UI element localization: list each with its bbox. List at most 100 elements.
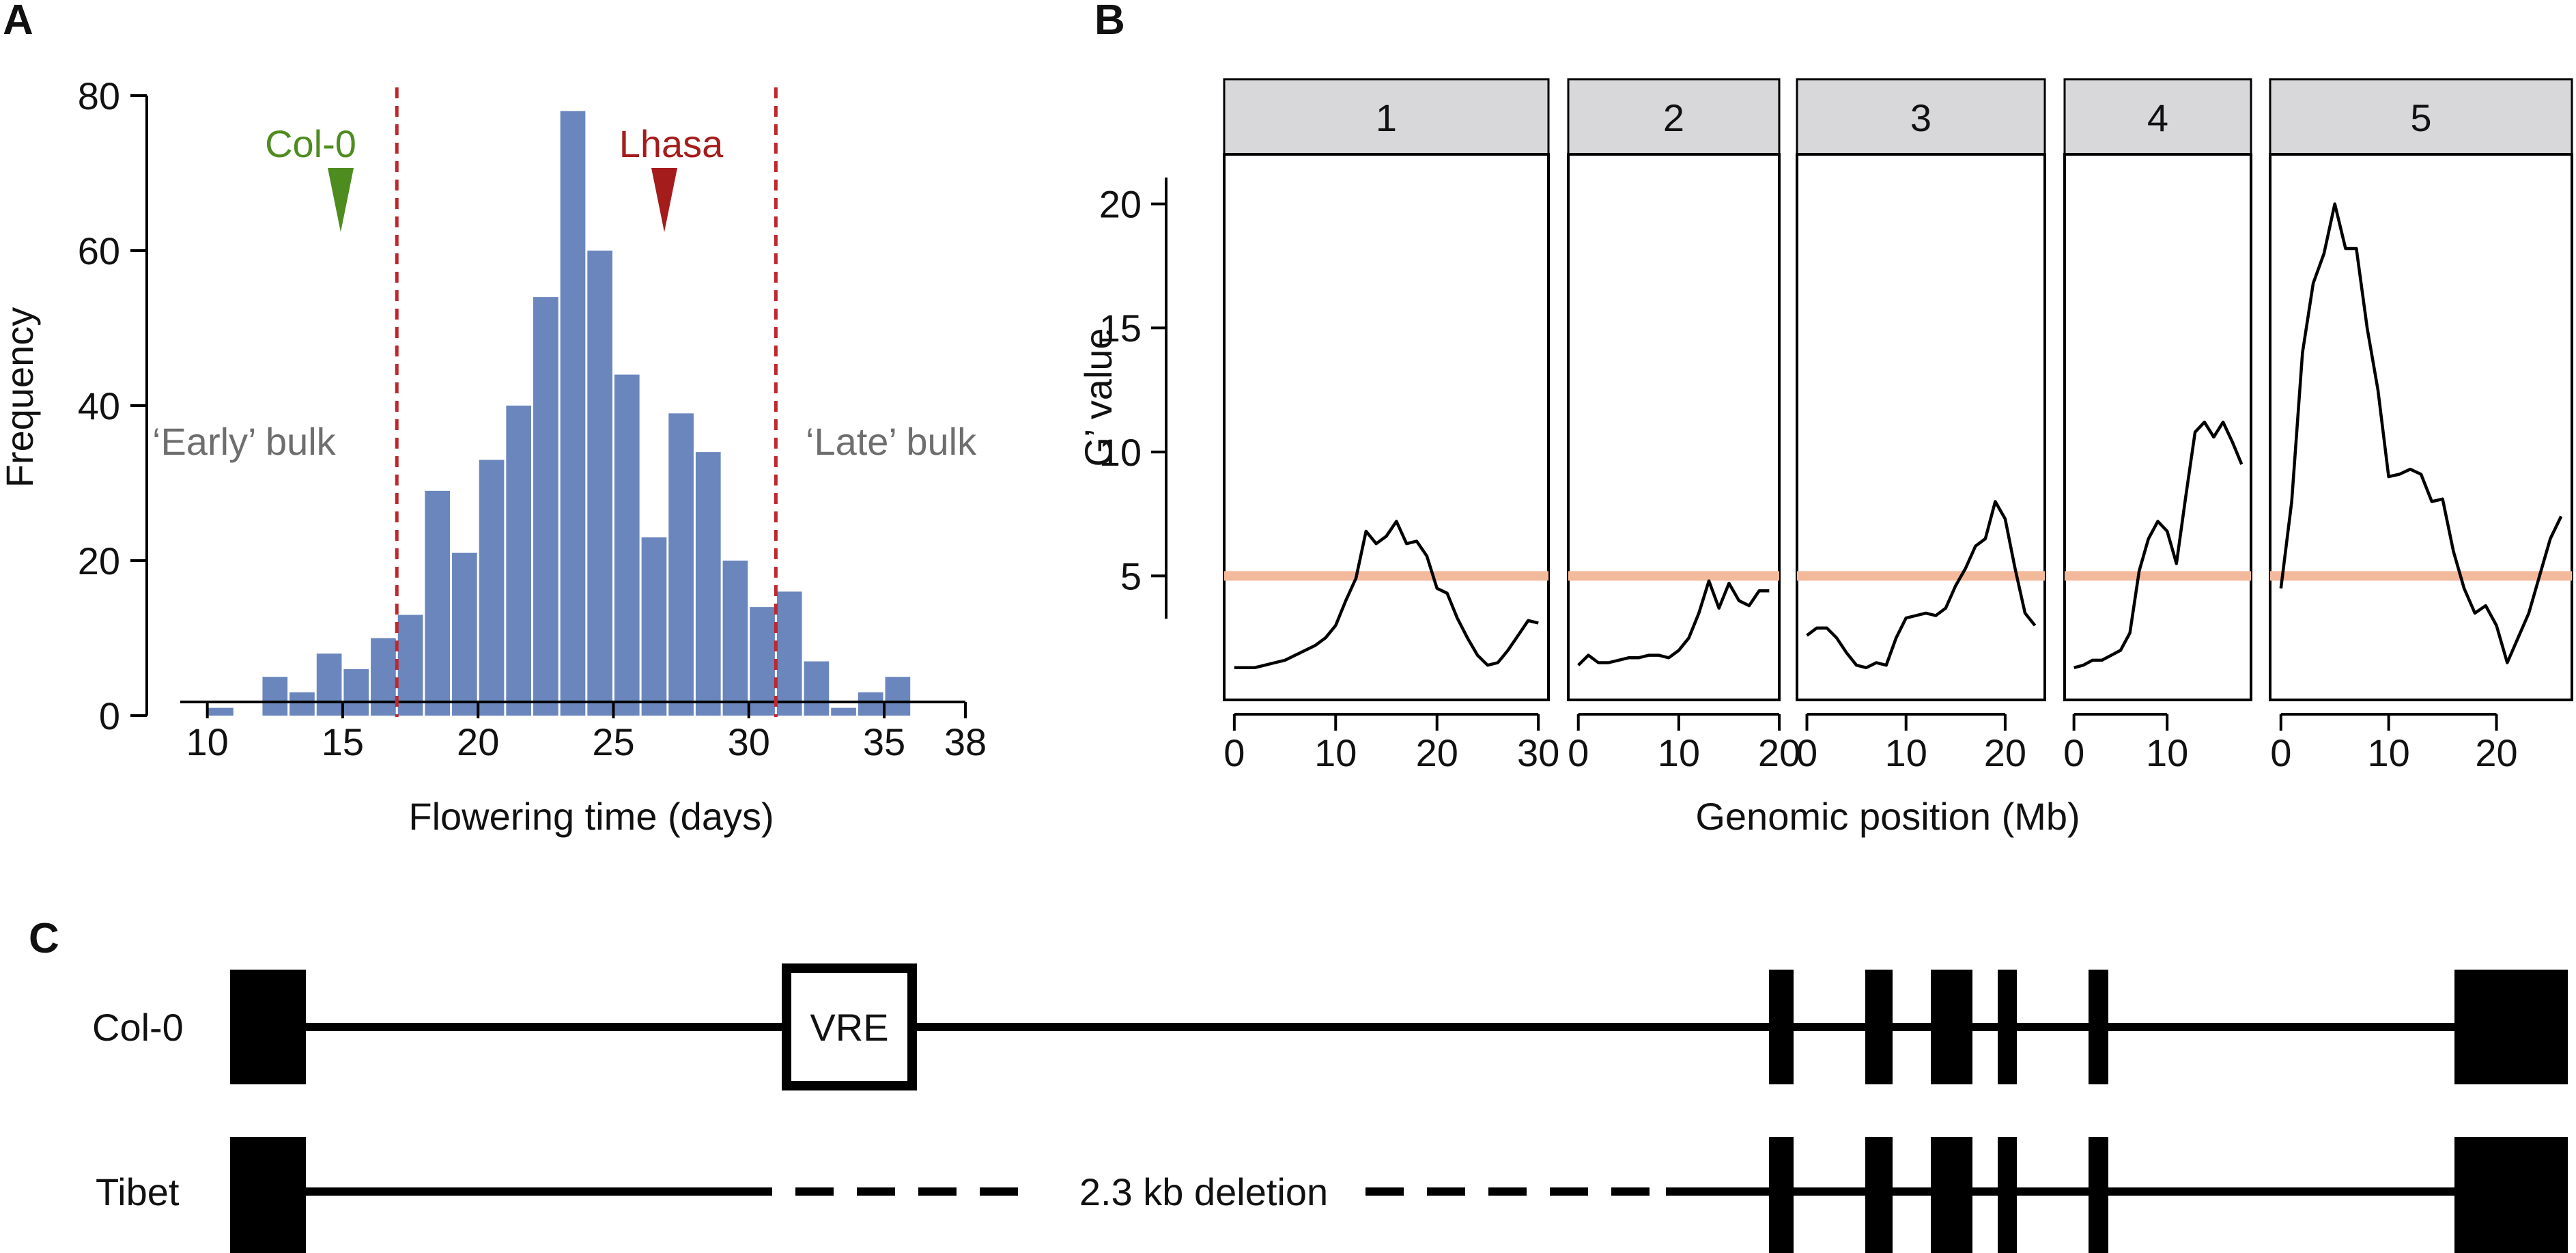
histogram-bar: [533, 297, 558, 716]
col0-exon-6: [2089, 970, 2108, 1084]
facet-x-tick-label: 0: [1568, 731, 1589, 774]
histogram-bar: [208, 707, 233, 716]
histogram-bar: [587, 251, 612, 716]
bulk-cutoff-lines: [395, 87, 778, 717]
facet-strip: [1796, 78, 2046, 156]
histogram-bar: [397, 615, 423, 716]
late-bulk-label: ‘Late’ bulk: [806, 420, 977, 463]
panel-letter-c: C: [29, 915, 59, 962]
facet-x-tick-label: 20: [1758, 731, 1800, 774]
x-axis-ticks: 10 15 20 25 30 35 38: [186, 702, 987, 763]
facet-x-tick-label: 0: [2270, 731, 2291, 774]
col0-exon-7: [2454, 970, 2568, 1084]
gprime-y-tick-label: 10: [1099, 431, 1142, 474]
histogram-bar: [858, 692, 883, 716]
col0-vre-label: VRE: [810, 1006, 888, 1049]
facet-x-tick-label: 20: [1984, 731, 2026, 774]
facet-strip-label: 4: [2147, 96, 2168, 139]
facet-chromosome-5: 5 0 10 20: [2269, 78, 2573, 774]
tibet-row-label: Tibet: [96, 1170, 180, 1213]
col0-marker-triangle-icon: [328, 168, 354, 232]
histogram-bar: [804, 661, 830, 716]
x-tick-label: 15: [322, 720, 364, 763]
col0-vre-box: [782, 963, 917, 1090]
gprime-y-axis-label: G’ value: [1077, 328, 1120, 466]
facet-chromosome-4: 4 0 10: [2063, 78, 2252, 774]
col0-exon-4: [1931, 970, 1972, 1084]
histogram-bar: [560, 111, 586, 716]
facet-panel-box: [1223, 153, 1550, 701]
tibet-exon-5: [1998, 1137, 2017, 1253]
histogram-bar: [750, 607, 775, 716]
histogram-bar: [343, 668, 369, 716]
histogram-bar: [641, 537, 667, 716]
y-tick-label: 0: [99, 694, 120, 737]
panel-letter-a: A: [3, 0, 33, 44]
facet-strip-label: 3: [1910, 96, 1931, 139]
x-tick-label: 35: [863, 720, 905, 763]
facet-strip-label: 1: [1376, 96, 1397, 139]
histogram-bar: [776, 591, 802, 716]
lhasa-marker-label: Lhasa: [619, 122, 724, 165]
histogram-bar: [452, 552, 477, 716]
y-tick-label: 20: [78, 539, 120, 582]
tibet-exon-2: [1769, 1137, 1794, 1253]
facet-x-tick-label: 20: [1416, 731, 1458, 774]
gprime-series-line: [1234, 520, 1539, 670]
col0-exon-1: [230, 970, 306, 1084]
early-bulk-label: ‘Early’ bulk: [152, 420, 337, 463]
facet-strip: [1223, 78, 1550, 156]
facet-x-tick-label: 10: [2367, 731, 2409, 774]
histogram-bar: [479, 460, 505, 716]
gprime-series-line: [2279, 202, 2563, 664]
histogram-bar: [425, 490, 451, 716]
histogram-y-axis-label: Frequency: [0, 307, 41, 488]
x-tick-label: 25: [592, 720, 634, 763]
facet-x-tick-label: 10: [2146, 731, 2188, 774]
facet-panel-box: [1796, 153, 2046, 701]
histogram-bar: [885, 677, 911, 716]
facet-chromosome-2: 20 10 20: [1567, 78, 1800, 774]
gprime-series-line: [1577, 579, 1770, 666]
x-tick-label: 20: [457, 720, 499, 763]
tibet-deletion-label: 2.3 kb deletion: [1079, 1170, 1328, 1213]
facet-chromosome-1: 10 10 20 30: [1223, 78, 1559, 774]
gprime-series-line: [1806, 500, 2037, 670]
facet-strip-label: 5: [2410, 96, 2431, 139]
panel-letter-b: B: [1094, 0, 1125, 44]
gprime-y-axis-ticks: 5 10 15 20: [1099, 183, 1166, 597]
facet-x-tick-label: 30: [1517, 731, 1559, 774]
histogram-bars: [208, 111, 911, 716]
facet-x-tick-label: 0: [1796, 731, 1817, 774]
facet-x-tick-label: 10: [1885, 731, 1927, 774]
facet-strip-label: 2: [1663, 96, 1684, 139]
histogram-bar: [506, 406, 532, 716]
facet-strip: [2063, 78, 2252, 156]
histogram-bar: [614, 374, 640, 716]
gprime-y-tick-label: 15: [1099, 307, 1142, 350]
facet-strip: [1567, 78, 1781, 156]
facet-x-tick-label: 0: [1223, 731, 1245, 774]
gprime-y-tick-label: 5: [1120, 554, 1142, 597]
histogram-x-axis-label: Flowering time (days): [408, 795, 774, 838]
y-tick-label: 40: [78, 384, 120, 427]
tibet-exon-7: [2454, 1137, 2568, 1253]
col0-row-label: Col-0: [92, 1006, 184, 1049]
facet-x-tick-label: 10: [1658, 731, 1700, 774]
gene-structure-panel: Col-0 VRE Tibet 2.3 kb deletion: [92, 963, 2568, 1253]
y-axis-ticks: 0 20 40 60 80: [78, 74, 147, 737]
histogram-bar: [831, 707, 856, 716]
facet-panel-box: [2269, 153, 2573, 701]
lhasa-marker-triangle-icon: [651, 168, 677, 232]
tibet-exon-3: [1865, 1137, 1893, 1253]
x-tick-label: 10: [186, 720, 229, 763]
gprime-x-axis-label: Genomic position (Mb): [1695, 795, 2080, 838]
histogram-bar: [262, 677, 288, 716]
col0-exon-5: [1998, 970, 2017, 1084]
histogram-bar: [316, 653, 342, 716]
gprime-y-tick-label: 20: [1099, 183, 1142, 226]
histogram-panel: 0 20 40 60 80 10 15 20 25 30 35 38 Col-0 Lhasa ‘Ea…: [0, 74, 987, 838]
histogram-bar: [289, 692, 315, 716]
